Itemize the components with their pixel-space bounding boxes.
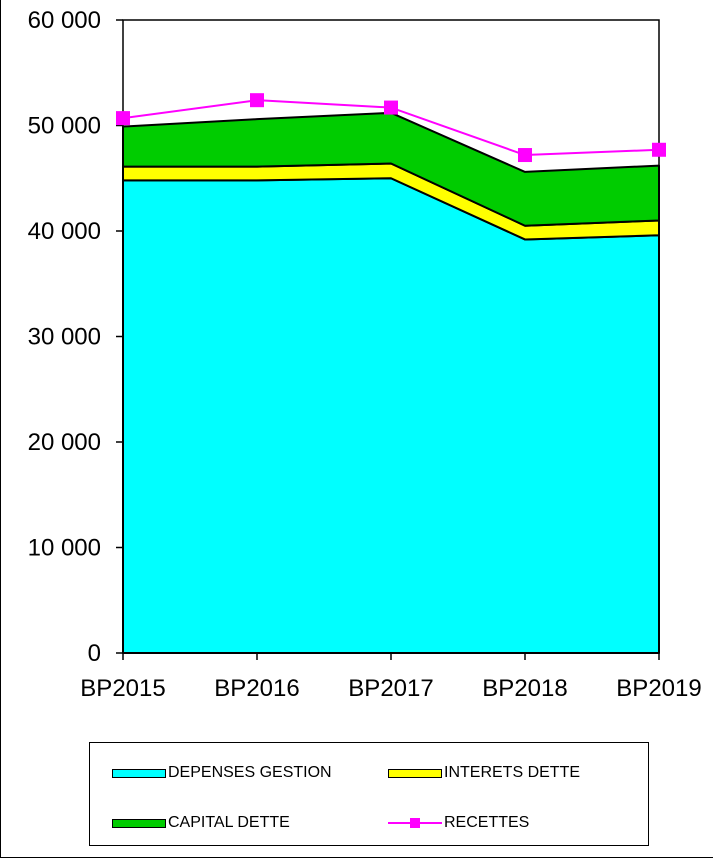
x-tick-label: BP2019 <box>616 675 701 702</box>
recettes-series <box>116 93 666 163</box>
legend-label-capital-dette: CAPITAL DETTE <box>168 814 290 831</box>
y-axis: 0 10 000 20 000 30 000 40 000 50 000 60 000 <box>28 7 123 667</box>
marker-recettes <box>384 100 398 115</box>
y-tick-label: 50 000 <box>28 113 101 140</box>
x-tick-label: BP2017 <box>348 675 433 702</box>
y-tick-label: 10 000 <box>28 535 101 562</box>
x-axis: BP2015 BP2016 BP2017 BP2018 BP2019 <box>80 653 702 702</box>
legend-swatch-depenses-gestion <box>112 768 166 778</box>
stacked-areas <box>122 111 660 654</box>
y-tick-label: 0 <box>88 640 101 667</box>
y-tick-label: 40 000 <box>28 218 101 245</box>
legend-item-recettes: RECETTES <box>388 813 529 833</box>
legend-label-recettes: RECETTES <box>444 814 530 831</box>
legend-label-interets-dette: INTERETS DETTE <box>444 764 581 781</box>
area-depenses-gestion <box>122 177 660 654</box>
legend-item-interets-dette: INTERETS DETTE <box>388 763 580 783</box>
legend-label-depenses-gestion: DEPENSES GESTION <box>168 764 332 781</box>
legend-item-capital-dette: CAPITAL DETTE <box>112 813 290 833</box>
legend: DEPENSES GESTION INTERETS DETTE CAPITAL … <box>89 742 649 846</box>
y-tick-label: 60 000 <box>28 7 101 34</box>
marker-recettes <box>518 148 532 163</box>
legend-swatch-capital-dette <box>112 818 166 828</box>
marker-recettes <box>652 142 666 157</box>
area-chart: 0 10 000 20 000 30 000 40 000 50 000 60 000 BP… <box>28 7 702 702</box>
x-tick-label: BP2018 <box>482 675 567 702</box>
legend-item-depenses-gestion: DEPENSES GESTION <box>112 763 332 783</box>
y-tick-label: 30 000 <box>28 324 101 351</box>
y-tick-label: 20 000 <box>28 429 101 456</box>
legend-line-recettes <box>388 813 442 833</box>
marker-recettes <box>116 111 130 126</box>
x-tick-label: BP2016 <box>214 675 299 702</box>
marker-recettes <box>250 93 264 108</box>
x-tick-label: BP2015 <box>80 675 165 702</box>
legend-swatch-interets-dette <box>388 768 442 778</box>
